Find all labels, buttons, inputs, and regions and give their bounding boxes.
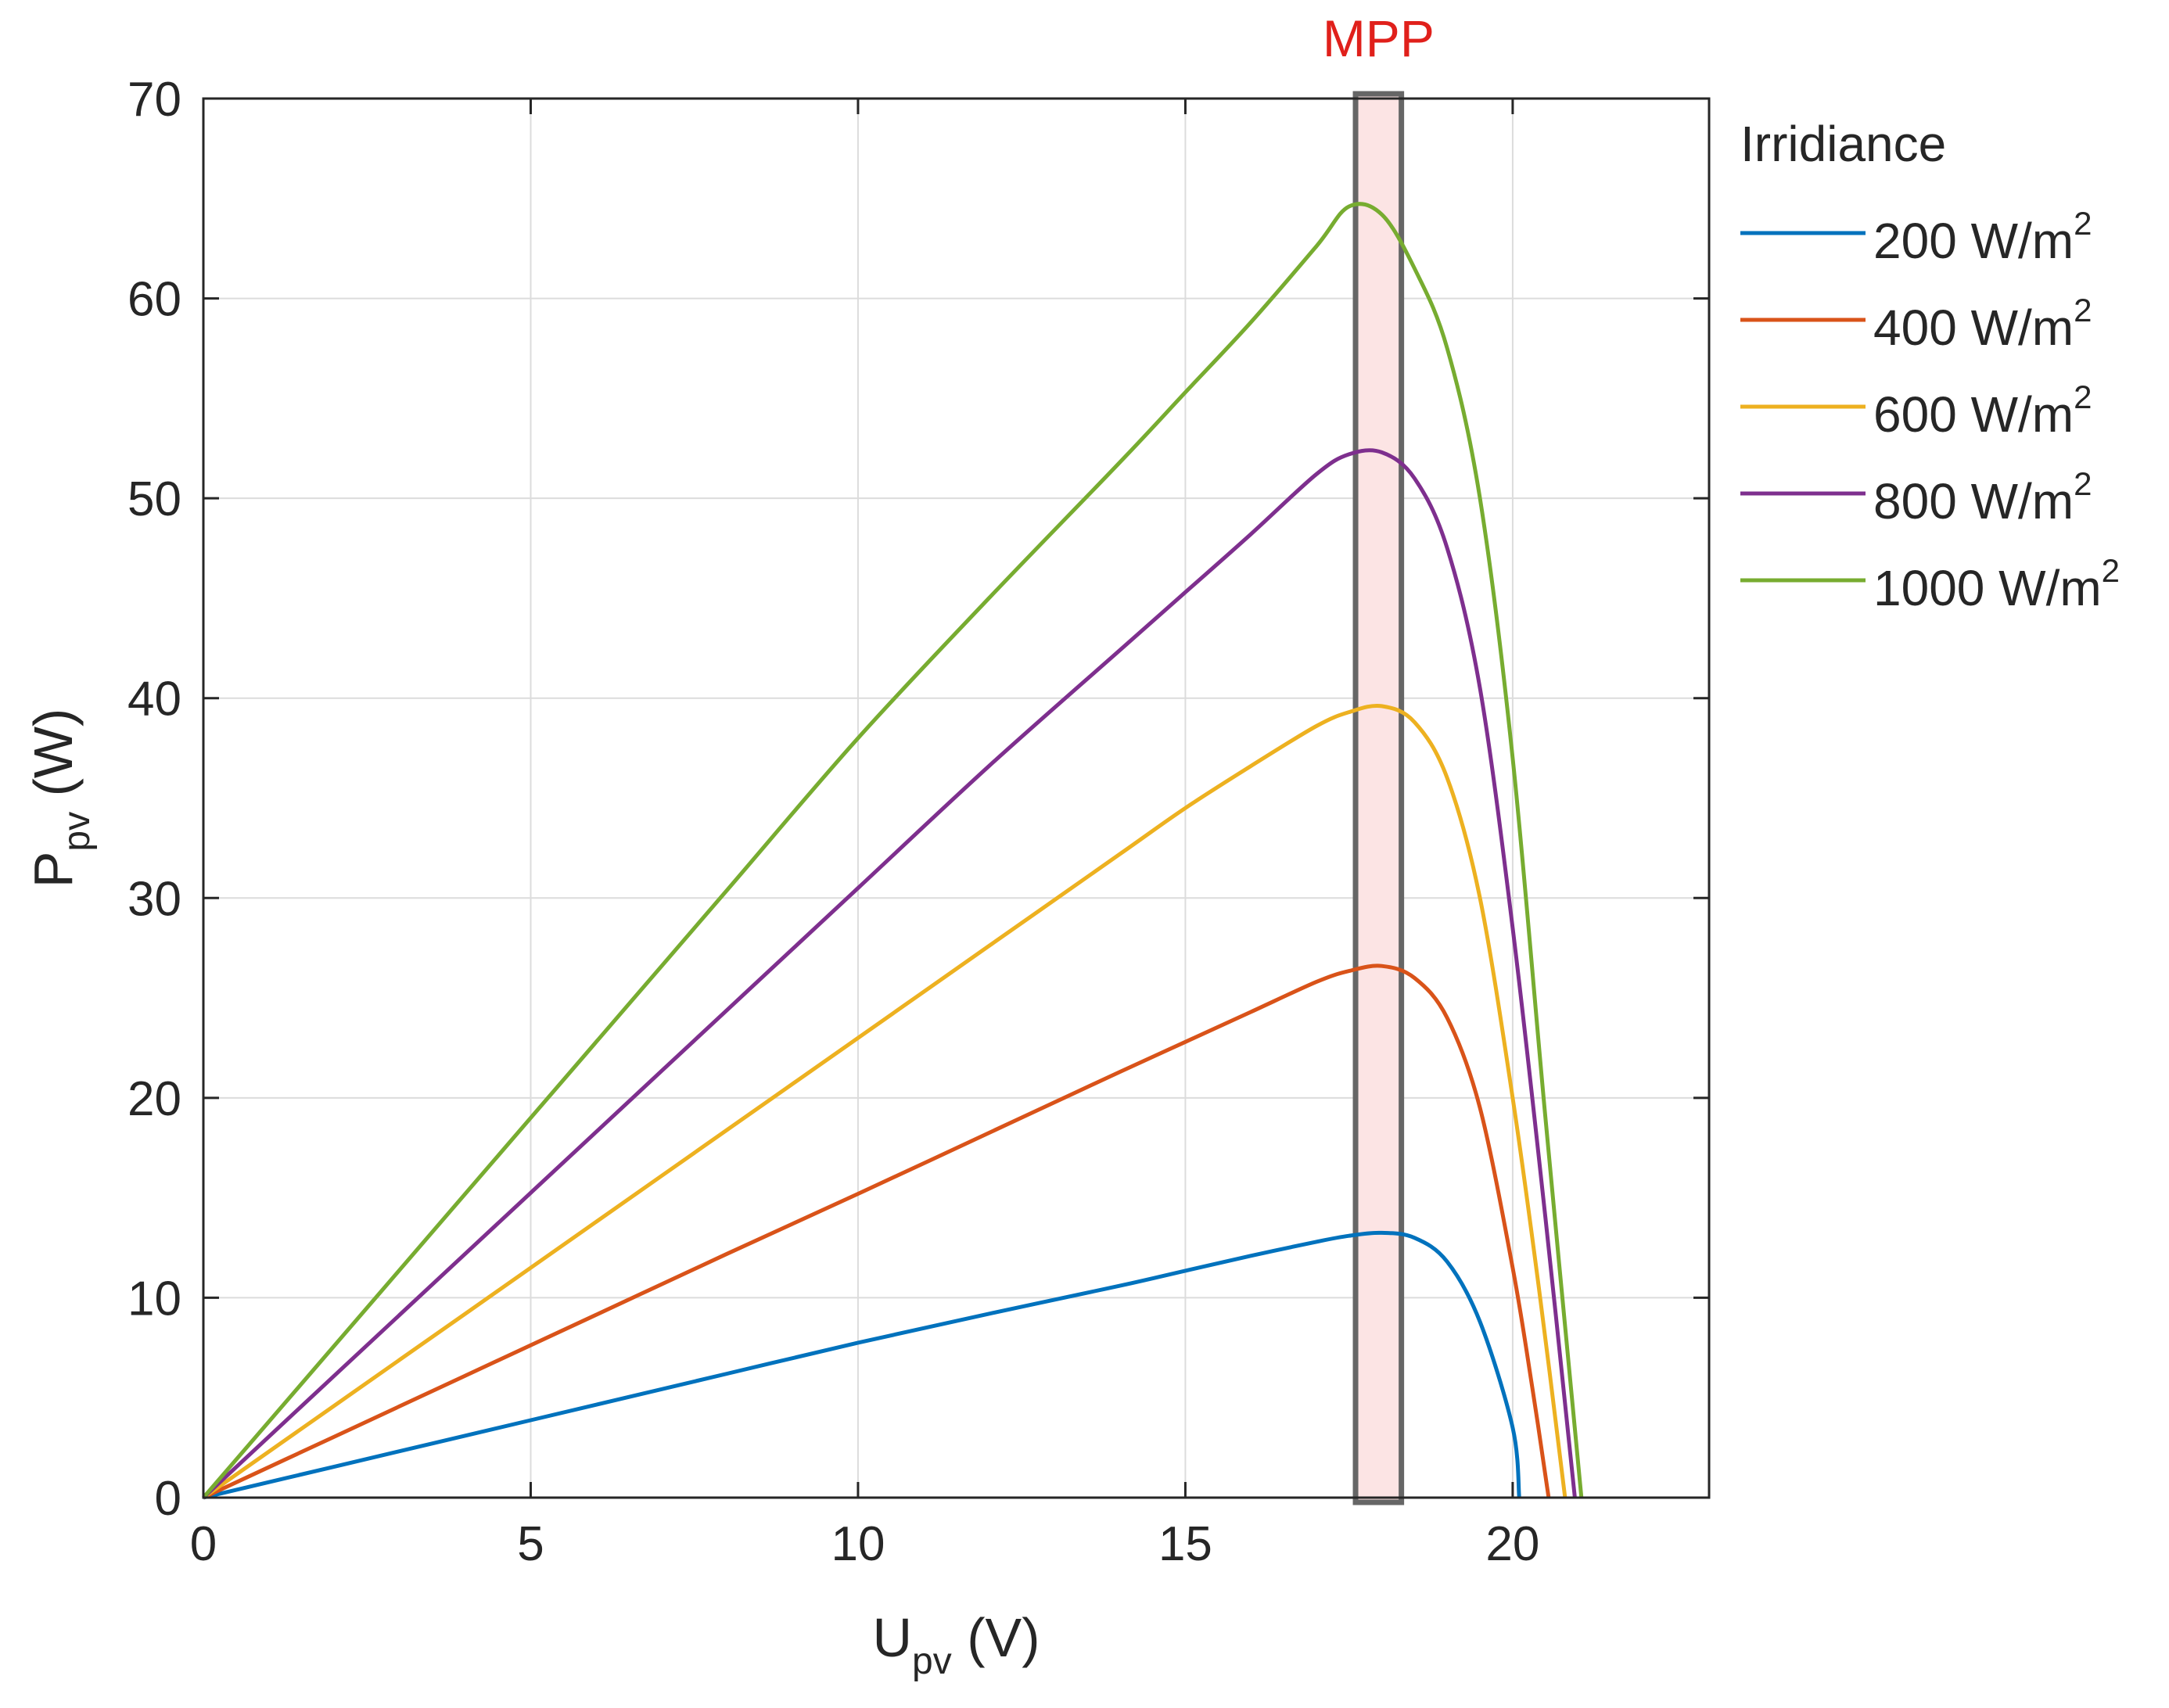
legend-item-sup: 2 (2074, 292, 2092, 328)
x-axis-label: Upv (V) (872, 1607, 1040, 1682)
y-axis-label: Ppv (W) (23, 709, 98, 888)
axes (202, 97, 1711, 1499)
y-tick-label: 40 (127, 673, 181, 727)
series-line-200 (203, 1230, 1521, 1500)
x-tick-label: 15 (1158, 1517, 1212, 1571)
legend-item-sup: 2 (2102, 552, 2120, 589)
y-axis-label-main: P (23, 852, 84, 888)
y-tick-label: 20 (127, 1072, 181, 1126)
legend-item-sup: 2 (2074, 379, 2092, 415)
y-tick-label: 0 (155, 1472, 181, 1526)
legend-item-label: 600 W/m2 (1873, 379, 2092, 443)
y-axis-label-unit: (W) (23, 709, 84, 812)
legend-item-text: 400 W/m (1873, 300, 2074, 356)
legend-item-label: 1000 W/m2 (1873, 552, 2120, 616)
legend-title: Irridiance (1740, 116, 1946, 172)
mpp-label: MPP (1323, 9, 1435, 67)
plot-frame (202, 97, 1711, 1499)
legend-item-label: 800 W/m2 (1873, 465, 2092, 529)
x-tick-label: 10 (831, 1517, 885, 1571)
x-axis-label-main: U (872, 1607, 912, 1668)
y-tick-label: 60 (127, 273, 181, 327)
y-tick-label: 10 (127, 1272, 181, 1326)
x-tick-label: 0 (190, 1517, 217, 1571)
legend-item-text: 200 W/m (1873, 213, 2074, 269)
legend-item-label: 200 W/m2 (1873, 205, 2092, 269)
legend-item-label: 400 W/m2 (1873, 292, 2092, 356)
y-tick-label: 30 (127, 872, 181, 926)
series-line-600 (202, 703, 1567, 1500)
x-tick-label: 20 (1485, 1517, 1539, 1571)
mpp-band (1352, 91, 1405, 1505)
x-axis-label-sub: pv (912, 1641, 952, 1682)
series-lines (202, 202, 1584, 1500)
y-tick-label: 70 (127, 73, 181, 127)
legend-item-text: 1000 W/m (1873, 560, 2102, 616)
series-line-400 (202, 963, 1551, 1500)
legend-item-text: 600 W/m (1873, 386, 2074, 443)
tick-labels: 0 5 10 15 20 0 10 20 30 40 50 60 70 (127, 73, 1539, 1571)
x-axis-label-unit: (V) (952, 1607, 1040, 1668)
x-tick-label: 5 (517, 1517, 544, 1571)
series-line-1000 (202, 202, 1584, 1499)
legend-item-text: 800 W/m (1873, 473, 2074, 529)
y-axis-label-sub: pv (56, 812, 98, 852)
mpp-band-rect (1352, 91, 1405, 1505)
grid (203, 99, 1709, 1498)
legend-item-sup: 2 (2074, 465, 2092, 502)
y-tick-label: 50 (127, 472, 181, 526)
series-line-800 (202, 448, 1577, 1499)
legend-item-sup: 2 (2074, 205, 2092, 242)
